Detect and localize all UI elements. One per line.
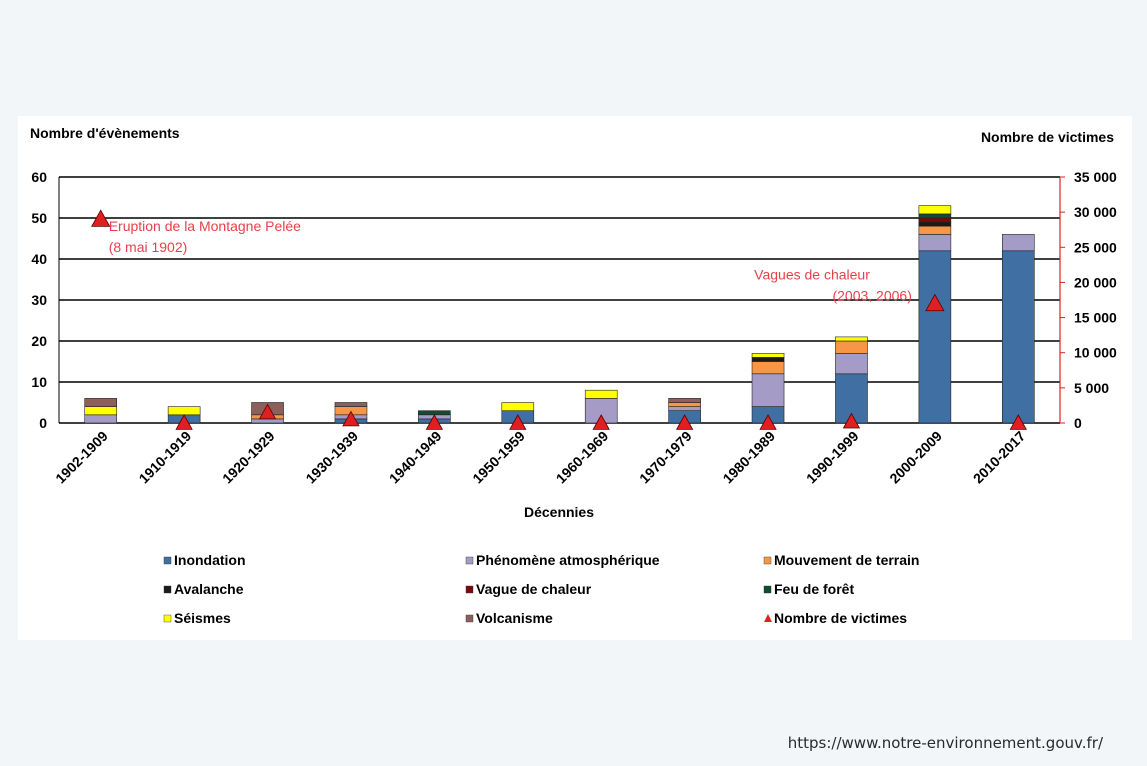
x-tick-label: 1980-1989 <box>720 428 779 487</box>
bar-segment <box>835 340 868 354</box>
bar-segment <box>84 398 118 407</box>
stacked-bar-chart: 0 10 20 30 40 50 60 0 5 000 10 000 15 000 20 000 25 … <box>30 125 1117 626</box>
y-tick-right: 0 <box>1074 415 1082 431</box>
bar-segment <box>835 336 868 342</box>
bar-segment <box>668 402 701 407</box>
y-tick-right: 25 000 <box>1074 239 1117 255</box>
bar-segment <box>167 406 201 416</box>
victims-marker <box>509 414 527 430</box>
x-tick-label: 1970-1979 <box>636 428 695 487</box>
bar-segment <box>668 398 701 403</box>
bar-segment <box>918 250 952 424</box>
y-tick-right: 20 000 <box>1074 274 1117 290</box>
x-tick-label: 1940-1949 <box>386 428 445 487</box>
bar-segment <box>668 406 701 412</box>
victims-marker <box>258 403 277 420</box>
bar-segment <box>84 406 118 416</box>
victims-marker <box>675 414 694 430</box>
legend-label: Vague de chaleur <box>476 581 592 597</box>
legend-swatch <box>763 556 772 565</box>
legend-label: Avalanche <box>174 581 244 597</box>
legend-swatch <box>465 556 474 565</box>
x-tick-label: 1950-1959 <box>469 428 528 487</box>
x-tick-label: 2010-2017 <box>970 428 1029 487</box>
bar-segment <box>251 418 284 424</box>
y-tick-right: 15 000 <box>1074 310 1117 326</box>
bar-segment <box>1001 250 1035 424</box>
bar-segment <box>918 221 952 227</box>
bar-segment <box>334 402 368 407</box>
source-url[interactable]: https://www.notre-environnement.gouv.fr/ <box>787 734 1103 752</box>
x-tick-label: 2000-2009 <box>886 428 945 487</box>
bar-segment <box>84 414 118 424</box>
y-tick-left: 50 <box>31 210 47 226</box>
bar-segment <box>751 361 785 375</box>
legend-swatch <box>163 585 172 594</box>
annotation-text: (2003, 2006) <box>832 288 911 304</box>
x-tick-label: 1930-1939 <box>302 428 361 487</box>
legend-swatch <box>465 585 474 594</box>
y-tick-left: 60 <box>31 169 47 185</box>
legend-label: Feu de forêt <box>774 581 854 597</box>
y-tick-left: 10 <box>31 374 47 390</box>
victims-marker <box>759 414 777 430</box>
legend-label: Mouvement de terrain <box>774 552 919 568</box>
x-tick-label: 1902-1909 <box>52 428 111 487</box>
bar-segment <box>918 205 952 215</box>
y-tick-right: 35 000 <box>1074 169 1117 185</box>
victims-marker <box>925 293 945 312</box>
victims-marker <box>425 414 444 430</box>
x-tick-label: 1920-1929 <box>219 428 278 487</box>
bar-segment <box>918 234 952 252</box>
y-tick-left: 20 <box>31 333 47 349</box>
y-axis-title-left: Nombre d'évènements <box>30 125 180 141</box>
legend-swatch <box>465 614 474 623</box>
y-tick-right: 5 000 <box>1074 380 1109 396</box>
bar-segment <box>751 357 785 362</box>
legend-swatch <box>163 556 172 565</box>
legend-label: Inondation <box>174 552 246 568</box>
chart-panel: 0 10 20 30 40 50 60 0 5 000 10 000 15 000 20 000 25 … <box>18 116 1132 640</box>
bar-segment <box>918 213 952 219</box>
y-tick-right: 10 000 <box>1074 345 1117 361</box>
annotation-text: Vagues de chaleur <box>754 267 870 283</box>
legend-label: Volcanisme <box>476 610 553 626</box>
legend-label: Phénomène atmosphérique <box>476 552 660 568</box>
victims-marker <box>592 414 610 430</box>
x-tick-label: 1990-1999 <box>803 428 862 487</box>
y-tick-left: 30 <box>31 292 47 308</box>
victims-marker <box>175 414 193 430</box>
bar-segment <box>751 353 785 358</box>
y-tick-left: 40 <box>31 251 47 267</box>
bar-segment <box>501 402 535 411</box>
annotation-text: Eruption de la Montagne Pelée <box>109 218 301 234</box>
bar-segment <box>918 225 952 235</box>
bar-segment <box>835 353 868 375</box>
legend-swatch <box>763 585 772 594</box>
bar-segment <box>918 217 952 223</box>
y-axis-title-right: Nombre de victimes <box>981 129 1114 145</box>
y-tick-right: 30 000 <box>1074 204 1117 220</box>
victims-marker <box>91 209 111 227</box>
victims-marker <box>342 410 360 427</box>
bar-segment <box>751 373 785 407</box>
y-tick-left: 0 <box>39 415 47 431</box>
x-tick-label: 1910-1919 <box>136 428 195 487</box>
x-axis-title: Décennies <box>524 504 594 520</box>
victims-marker <box>1009 414 1027 430</box>
x-tick-label: 1960-1969 <box>553 428 612 487</box>
bar-segment <box>584 389 618 399</box>
legend-label: Séismes <box>174 610 231 626</box>
legend-label: Nombre de victimes <box>774 610 907 626</box>
legend-marker-victims <box>764 614 772 622</box>
annotation-text: (8 mai 1902) <box>109 239 188 255</box>
bar-segment <box>1001 234 1035 252</box>
victims-marker <box>842 412 861 429</box>
legend-swatch <box>163 614 172 623</box>
